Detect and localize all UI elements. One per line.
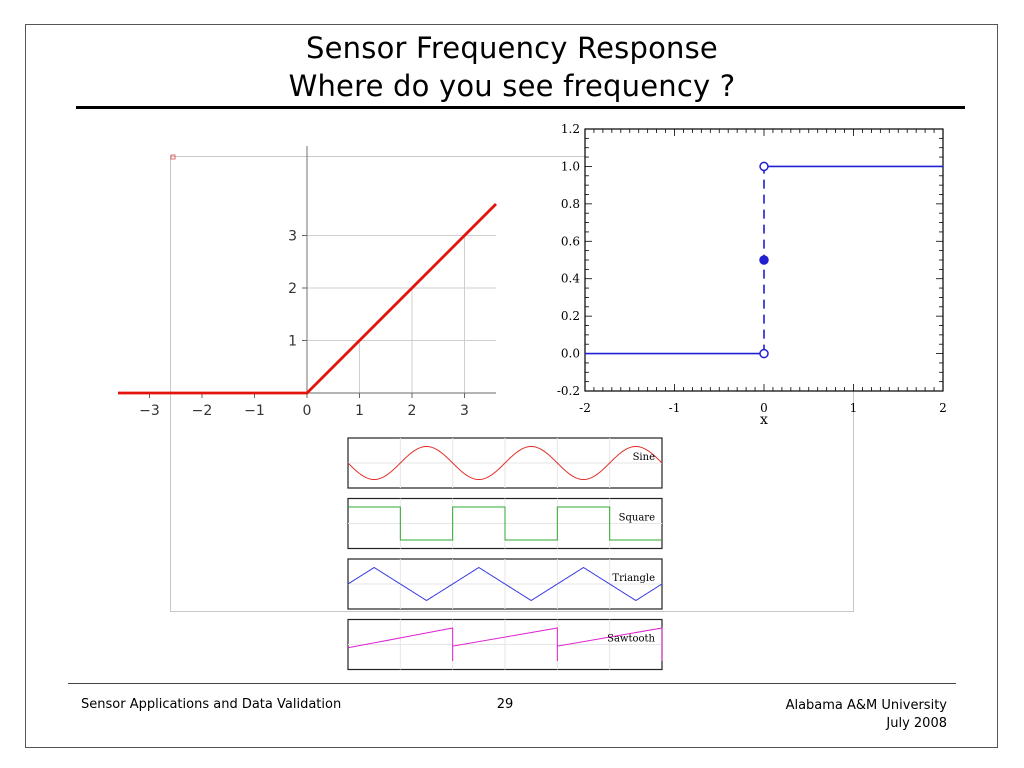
step-y-tick-label: 0.6	[561, 234, 580, 248]
waveform-panel-sine: Sine	[347, 437, 663, 489]
step-function-chart: -2 -1 0 1 2 -0.2 0.0 0.2 0.4 0.6 0.8 1.0 1.2 x	[557, 122, 947, 428]
title-underline	[76, 106, 965, 109]
ramp-x-tick-label: 2	[408, 403, 417, 419]
waveform-line-square	[348, 506, 662, 541]
footer-date: July 2008	[886, 716, 947, 731]
footer-page-number: 29	[496, 697, 514, 712]
step-y-tick-label: -0.2	[557, 384, 580, 398]
waveform-panel-square: Square	[347, 497, 663, 550]
waveform-panel-triangle: Triangle	[347, 558, 663, 610]
step-x-tick-label: -1	[669, 401, 681, 415]
step-y-tick-label: 0.4	[561, 272, 580, 286]
waveform-label-sine: Sine	[633, 452, 655, 463]
waveform-line-triangle	[347, 566, 663, 602]
footer-rule	[68, 683, 956, 684]
step-x-tick-label: 1	[850, 401, 858, 415]
step-x-tick-label: 0	[760, 401, 768, 415]
footer-course-name: Sensor Applications and Data Validation	[81, 697, 342, 712]
ramp-y-tick-label: 3	[288, 229, 297, 245]
ramp-x-tick-label: 1	[355, 403, 364, 419]
footer-org: Alabama A&M University	[785, 698, 947, 713]
waveform-panel-sawtooth: Sawtooth	[347, 618, 663, 671]
ramp-y-tick-label: 1	[288, 334, 297, 350]
waveform-label-triangle: Triangle	[612, 573, 655, 584]
step-point-marker	[759, 348, 769, 359]
step-x-tick-label: -2	[579, 401, 591, 415]
ramp-series-line	[118, 203, 497, 395]
ramp-x-tick-label: 0	[303, 403, 312, 419]
ramp-x-tick-label: −1	[244, 403, 265, 419]
slide-title-line2: Where do you see frequency ?	[288, 69, 736, 103]
step-point-marker	[759, 255, 769, 265]
step-y-tick-label: 1.2	[561, 122, 580, 136]
step-y-tick-label: 1.0	[561, 159, 580, 173]
waveform-line-sawtooth	[347, 627, 663, 661]
slide-frame	[25, 24, 998, 748]
ramp-function-chart: −3 −2 −1 0 1 2 3 1 2 3	[118, 146, 497, 419]
waveform-label-square: Square	[619, 513, 655, 524]
footer-org-date: Alabama A&M University July 2008	[786, 697, 947, 733]
slide-title-line1: Sensor Frequency Response	[306, 31, 718, 65]
ramp-x-tick-label: −2	[192, 403, 213, 419]
waveforms-chart: Sine Square Triangle Sawtooth	[347, 437, 663, 671]
ramp-x-tick-label: 3	[460, 403, 469, 419]
corner-marker-icon	[170, 154, 176, 160]
step-x-tick-label: 2	[939, 401, 947, 415]
step-x-axis-label: x	[760, 412, 768, 428]
step-y-tick-label: 0.0	[561, 347, 580, 361]
waveform-label-sawtooth: Sawtooth	[607, 634, 655, 645]
step-y-tick-label: 0.8	[561, 197, 580, 211]
step-y-tick-label: 0.2	[561, 309, 580, 323]
waveform-line-sine	[347, 445, 663, 481]
step-point-marker	[759, 161, 769, 172]
ramp-x-tick-label: −3	[139, 403, 160, 419]
ramp-y-tick-label: 2	[288, 281, 297, 297]
